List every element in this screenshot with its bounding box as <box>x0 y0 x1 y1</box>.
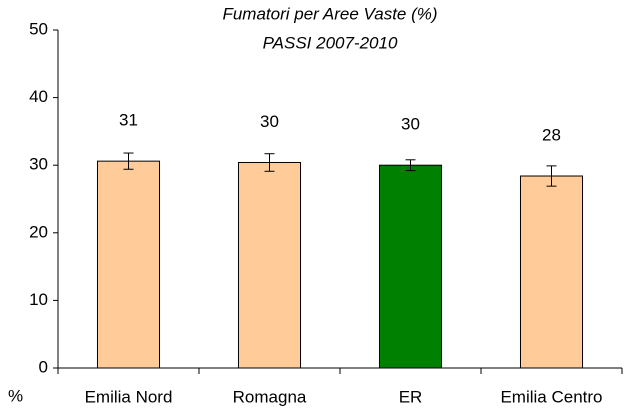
y-tick-label: 50 <box>29 19 48 38</box>
y-tick-label: 20 <box>29 222 48 241</box>
y-tick-label: 10 <box>29 290 48 309</box>
data-label: 30 <box>401 115 420 134</box>
bar <box>519 175 584 369</box>
chart-subtitle: PASSI 2007-2010 <box>263 33 398 52</box>
data-label: 30 <box>260 112 279 131</box>
data-label: 31 <box>119 111 138 130</box>
y-tick-label: 0 <box>39 357 48 376</box>
bar <box>378 164 443 369</box>
bar <box>237 161 302 369</box>
y-axis-label: % <box>8 386 23 405</box>
error-bar <box>123 152 134 170</box>
x-tick-label: Romagna <box>233 387 307 406</box>
data-label: 28 <box>542 126 561 145</box>
y-tick-label: 30 <box>29 155 48 174</box>
x-tick-label: ER <box>399 387 423 406</box>
chart-title: Fumatori per Aree Vaste (%) <box>222 4 437 23</box>
y-tick-label: 40 <box>29 87 48 106</box>
bar <box>96 160 161 369</box>
x-tick-label: Emilia Centro <box>500 387 602 406</box>
error-bar <box>405 159 416 172</box>
x-tick-label: Emilia Nord <box>85 387 173 406</box>
error-bar <box>264 153 275 172</box>
error-bar <box>546 165 557 187</box>
